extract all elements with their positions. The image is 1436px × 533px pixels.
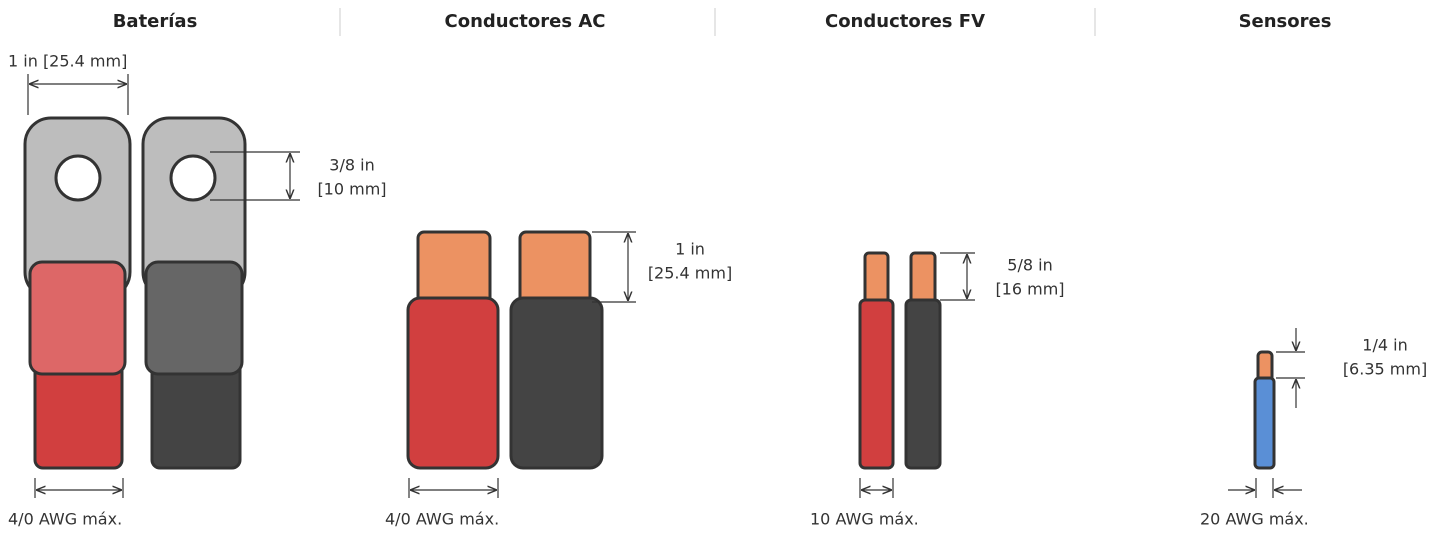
dimension: 3/8 in	[329, 156, 374, 175]
battery-lugs: 1 in [25.4 mm] 3/8 in [10 mm] 4/0 AWG má…	[8, 52, 387, 529]
dimension: 1/4 in	[1362, 336, 1407, 355]
title: Conductores AC	[445, 11, 606, 32]
ac-wires: 1 in [25.4 mm] 4/0 AWG máx.	[385, 230, 732, 529]
dimension: [16 mm]	[995, 280, 1064, 299]
gauge: 20 AWG máx.	[1200, 510, 1309, 529]
pv-wires: 5/8 in [16 mm] 10 AWG máx.	[810, 251, 1065, 529]
dimension: 5/8 in	[1007, 256, 1052, 275]
headers: Baterías Conductores AC Conductores FV S…	[113, 8, 1332, 36]
dimension: [10 mm]	[317, 180, 386, 199]
gauge: 4/0 AWG máx.	[385, 510, 499, 529]
dimension: [6.35 mm]	[1343, 360, 1427, 379]
gauge: 10 AWG máx.	[810, 510, 919, 529]
dimension: 1 in [25.4 mm]	[8, 52, 127, 71]
dimension: [25.4 mm]	[648, 264, 732, 283]
title: Baterías	[113, 11, 198, 32]
dimension: 1 in	[675, 240, 705, 259]
title: Sensores	[1239, 11, 1332, 32]
sensor-wire: 1/4 in [6.35 mm] 20 AWG máx.	[1200, 328, 1427, 529]
title: Conductores FV	[825, 11, 985, 32]
gauge: 4/0 AWG máx.	[8, 510, 122, 529]
